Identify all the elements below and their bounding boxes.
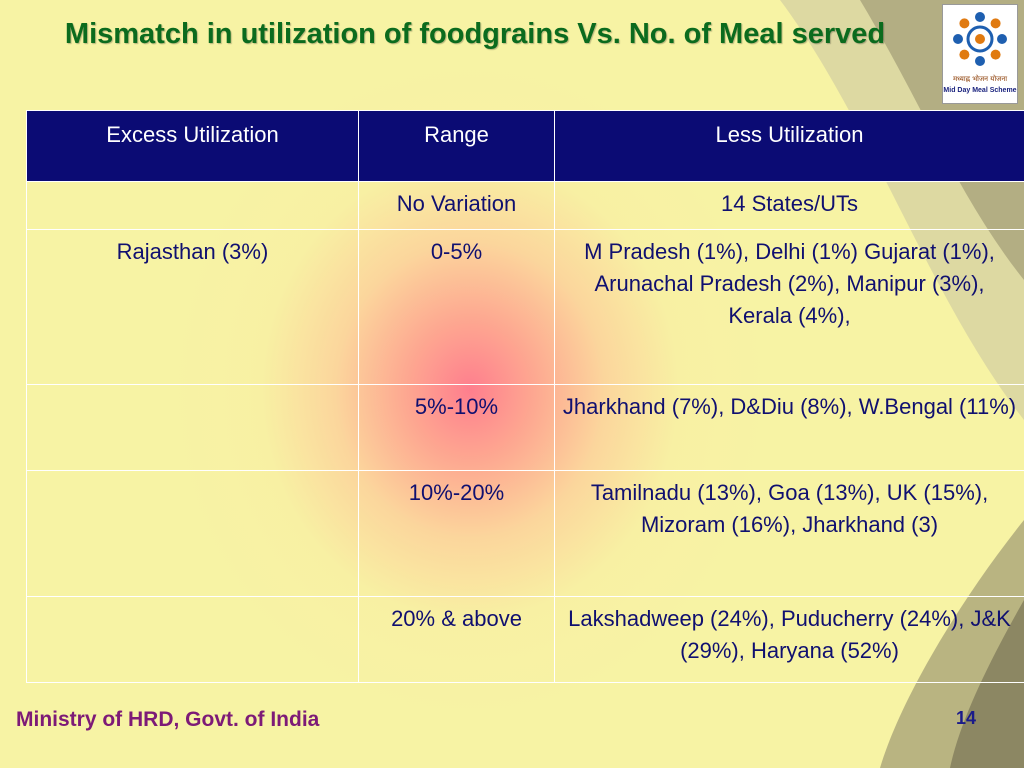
logo-caption-hindi: मध्याह्न भोजन योजना [952,75,1008,83]
cell-range: 0-5% [358,229,555,385]
header-excess-utilization: Excess Utilization [26,110,359,182]
cell-less: 14 States/UTs [554,181,1024,230]
mdm-logo: मध्याह्न भोजन योजना Mid Day Meal Scheme [942,4,1018,104]
cell-excess: Rajasthan (3%) [26,229,359,385]
utilization-table: Excess Utilization Range Less Utilizatio… [26,110,1024,683]
cell-excess [26,384,359,471]
cell-range: 20% & above [358,596,555,683]
cell-less: Tamilnadu (13%), Goa (13%), UK (15%), Mi… [554,470,1024,597]
cell-range: 10%-20% [358,470,555,597]
cell-excess [26,470,359,597]
cell-less: M Pradesh (1%), Delhi (1%) Gujarat (1%),… [554,229,1024,385]
cell-excess [26,181,359,230]
slide-page-number: 14 [956,708,977,728]
table-row: 20% & above Lakshadweep (24%), Puducherr… [26,596,1024,683]
cell-range: 5%-10% [358,384,555,471]
logo-caption-english: Mid Day Meal Scheme [943,87,1017,94]
cell-excess [26,596,359,683]
header-range: Range [358,110,555,182]
table-header-row: Excess Utilization Range Less Utilizatio… [26,110,1024,182]
header-less-utilization: Less Utilization [554,110,1024,182]
people-circle-icon [953,12,1007,66]
cell-range: No Variation [358,181,555,230]
table-row: No Variation 14 States/UTs [26,181,1024,230]
cell-less: Lakshadweep (24%), Puducherry (24%), J&K… [554,596,1024,683]
table-row: 10%-20% Tamilnadu (13%), Goa (13%), UK (… [26,470,1024,597]
cell-less: Jharkhand (7%), D&Diu (8%), W.Bengal (11… [554,384,1024,471]
table-row: 5%-10% Jharkhand (7%), D&Diu (8%), W.Ben… [26,384,1024,471]
footer-ministry: Ministry of HRD, Govt. of India [16,708,320,731]
table-row: Rajasthan (3%) 0-5% M Pradesh (1%), Delh… [26,229,1024,385]
slide-title: Mismatch in utilization of foodgrains Vs… [64,18,886,50]
